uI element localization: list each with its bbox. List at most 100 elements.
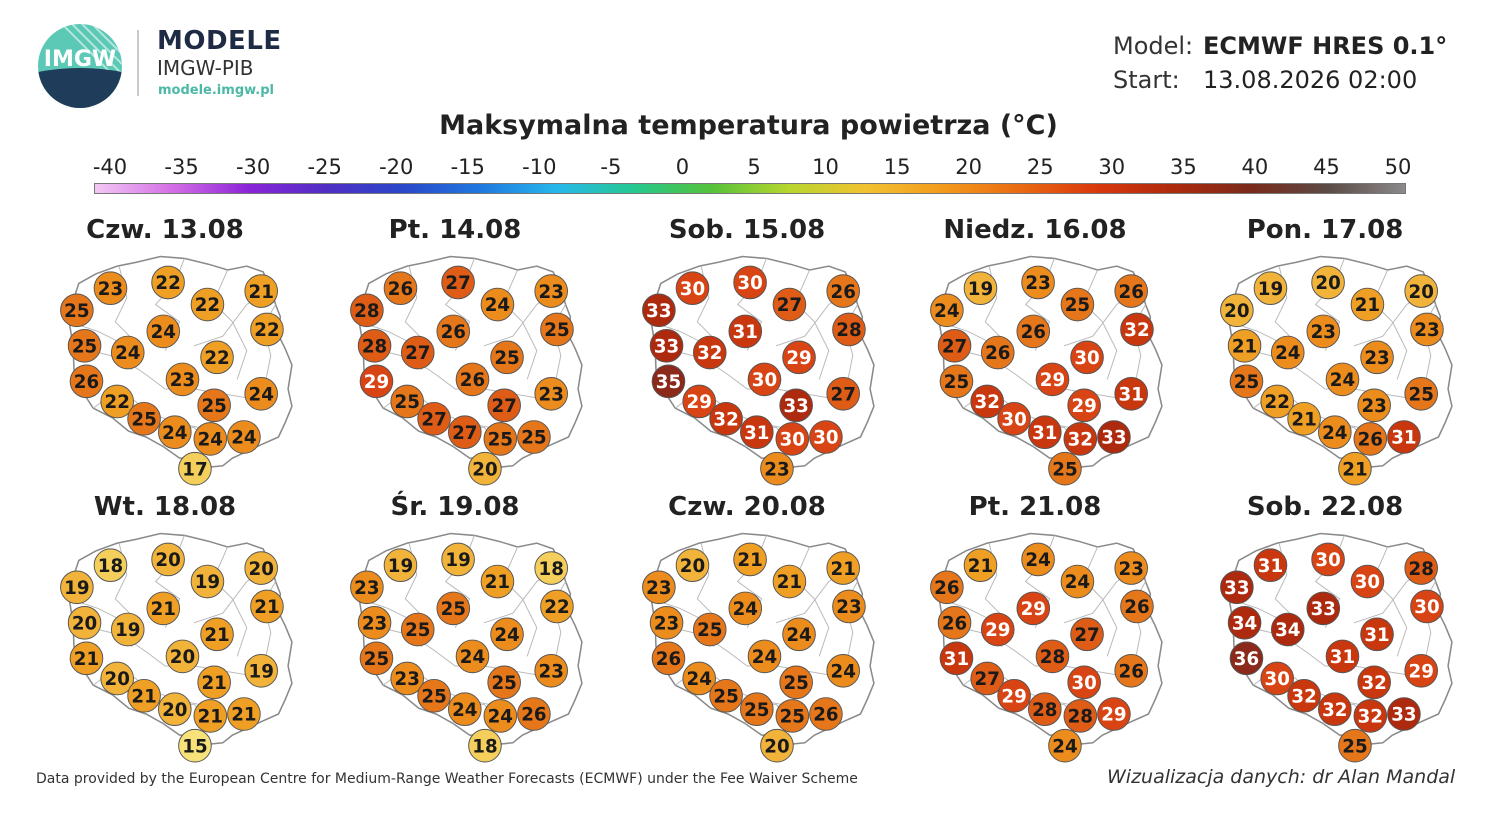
temperature-value: 21	[131, 686, 156, 707]
temperature-value: 19	[64, 578, 89, 599]
temperature-marker	[436, 314, 471, 349]
temperature-value: 25	[131, 409, 156, 430]
city-temperature: 30	[809, 420, 843, 454]
temperature-value: 20	[249, 559, 274, 580]
temperature-value: 33	[654, 337, 679, 358]
temperature-value: 24	[687, 669, 712, 690]
temperature-marker	[1120, 589, 1154, 624]
temperature-marker	[100, 661, 134, 696]
temperature-marker	[832, 589, 866, 624]
temperature-value: 22	[155, 273, 180, 294]
temperature-marker	[1360, 617, 1394, 652]
temperature-value: 28	[1032, 700, 1057, 721]
temperature-marker	[359, 364, 394, 399]
colorbar-tick-label: -15	[450, 155, 485, 179]
temperature-marker	[1404, 274, 1438, 308]
temperature-value: 26	[460, 370, 485, 391]
temperature-value: 23	[354, 578, 379, 599]
city-temperature: 25	[417, 678, 451, 713]
temperature-marker	[832, 312, 866, 347]
city-temperature: 21	[69, 641, 104, 676]
temperature-value: 20	[1224, 301, 1249, 322]
temperature-value: 21	[201, 673, 226, 694]
temperature-value: 21	[737, 550, 762, 571]
city-temperature: 25	[483, 422, 518, 456]
temperature-value: 24	[1025, 550, 1050, 571]
temperature-marker	[675, 548, 710, 582]
temperature-value: 28	[1068, 707, 1093, 728]
temperature-marker	[980, 335, 1015, 370]
temperature-marker	[534, 376, 568, 411]
city-temperature: 22	[190, 287, 225, 322]
temperature-marker	[490, 617, 524, 652]
temperature-value: 30	[752, 370, 777, 391]
city-temperature: 23	[642, 570, 676, 605]
temperature-value: 32	[1124, 320, 1149, 341]
city-temperature: 30	[1410, 589, 1444, 624]
city-temperature: 28	[1028, 692, 1062, 726]
temperature-marker	[468, 451, 502, 486]
temperature-marker	[417, 678, 451, 713]
temperature-value: 20	[155, 550, 180, 571]
city-temperature: 24	[455, 639, 490, 674]
city-temperature: 24	[110, 335, 145, 370]
temperature-marker	[178, 728, 212, 763]
temperature-value: 24	[934, 301, 959, 322]
temperature-marker	[483, 699, 518, 733]
city-temperature: 24	[447, 692, 482, 726]
temperature-value: 23	[1364, 348, 1389, 369]
temperature-marker	[682, 661, 716, 696]
temperature-marker	[534, 551, 568, 585]
temperature-value: 23	[539, 282, 564, 303]
temperature-marker	[939, 641, 974, 676]
city-temperature: 21	[1287, 401, 1321, 436]
temperature-value: 24	[733, 599, 758, 620]
city-temperature: 24	[193, 422, 228, 456]
temperature-value: 24	[1052, 736, 1077, 757]
city-temperature: 31	[1114, 376, 1148, 411]
city-temperature: 20	[100, 661, 134, 696]
temperature-marker	[200, 340, 234, 375]
brand-url[interactable]: modele.imgw.pl	[158, 83, 274, 98]
temperature-value: 23	[170, 370, 195, 391]
city-temperature: 32	[1357, 665, 1391, 700]
temperature-marker	[1338, 451, 1372, 486]
temperature-marker	[826, 551, 860, 585]
temperature-marker	[1114, 274, 1148, 308]
temperature-value: 23	[1414, 320, 1439, 341]
temperature-value: 21	[74, 649, 99, 670]
city-temperature: 21	[480, 564, 515, 599]
temperature-value: 20	[472, 459, 497, 480]
temperature-marker	[1048, 728, 1082, 763]
city-temperature: 22	[100, 384, 134, 419]
city-temperature: 28	[1035, 639, 1070, 674]
temperature-value: 23	[1311, 322, 1336, 343]
temperature-marker	[772, 564, 807, 599]
city-temperature: 26	[383, 271, 418, 305]
city-temperature: 32	[1318, 692, 1352, 726]
forecast-panel: Czw. 13.08 23 22 21 25 22 22 24 25 24 22 23 26 24 22 25…	[40, 215, 330, 486]
temperature-value: 23	[98, 279, 123, 300]
visualization-credit: Wizualizacja danych: dr Alan Mandal	[1107, 766, 1456, 788]
temperature-value: 19	[1258, 279, 1283, 300]
temperature-value: 29	[1001, 686, 1026, 707]
city-temperature: 19	[1253, 271, 1288, 305]
temperature-marker	[146, 591, 181, 626]
temperature-marker	[649, 606, 684, 640]
temperature-marker	[490, 340, 524, 375]
city-temperature: 26	[1120, 589, 1154, 624]
temperature-marker	[1048, 451, 1082, 486]
temperature-value: 21	[231, 705, 256, 726]
city-temperature: 25	[692, 612, 727, 647]
colorbar-tick-label: -30	[235, 155, 271, 179]
city-temperature: 21	[1350, 287, 1385, 322]
temperature-value: 20	[1409, 282, 1434, 303]
city-temperature: 27	[970, 661, 1004, 696]
temperature-value: 25	[544, 320, 569, 341]
temperature-marker	[760, 728, 794, 763]
imgw-logo: IMGW	[38, 24, 122, 108]
temperature-marker	[1318, 415, 1352, 449]
city-temperature: 21	[826, 551, 860, 585]
